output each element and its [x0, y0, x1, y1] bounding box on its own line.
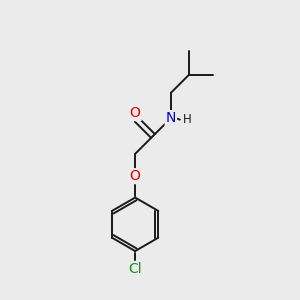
- Text: Cl: Cl: [128, 262, 142, 276]
- Text: H: H: [182, 113, 191, 126]
- Text: O: O: [130, 169, 141, 183]
- Text: O: O: [130, 106, 141, 120]
- Text: N: N: [166, 111, 176, 125]
